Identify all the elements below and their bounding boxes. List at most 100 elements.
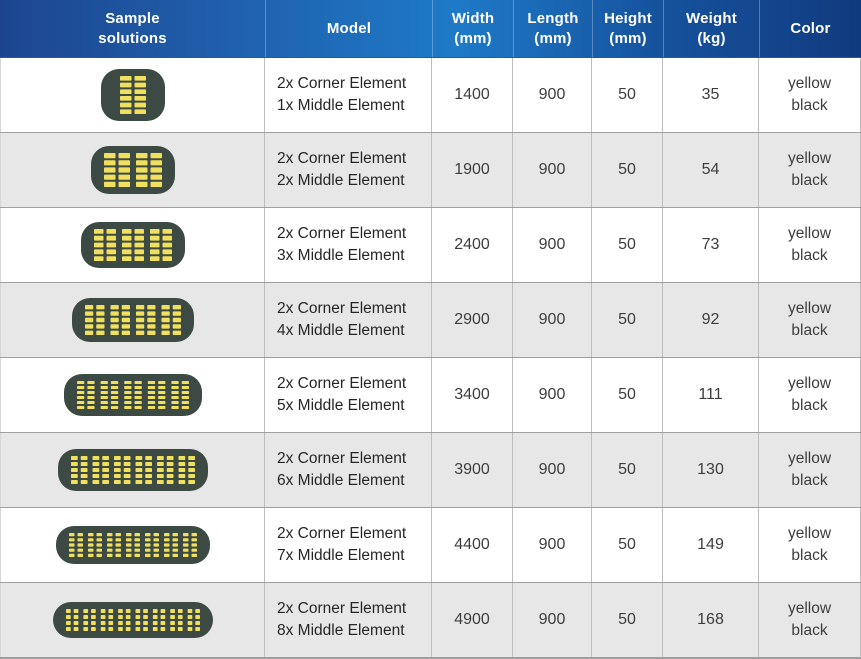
weight-cell: 168 bbox=[663, 583, 759, 657]
color-cell: yellow black bbox=[759, 58, 861, 132]
color-line-1: yellow bbox=[787, 525, 832, 543]
width-value: 1400 bbox=[454, 86, 490, 103]
column-header-line: Width bbox=[451, 10, 495, 27]
length-value: 900 bbox=[538, 536, 566, 553]
color-line-1: yellow bbox=[787, 600, 832, 618]
height-value: 50 bbox=[618, 386, 636, 403]
color-text: yellow black bbox=[788, 598, 831, 641]
modular-mat-top-view-icon bbox=[55, 526, 210, 564]
model-text: 2x Corner Element 1x Middle Element bbox=[277, 73, 406, 118]
sample-solution-cell bbox=[0, 358, 265, 432]
width-value: 2400 bbox=[454, 236, 490, 253]
width-value: 2900 bbox=[454, 311, 490, 328]
length-cell: 900 bbox=[513, 583, 592, 657]
model-line-1: 2x Corner Element bbox=[277, 599, 407, 617]
width-cell: 3400 bbox=[432, 358, 513, 432]
color-text: yellow black bbox=[788, 523, 831, 566]
sample-solution-cell bbox=[0, 208, 265, 282]
model-line-1: 2x Corner Element bbox=[277, 224, 407, 242]
weight-value: 92 bbox=[701, 311, 720, 328]
color-line-1: yellow bbox=[787, 450, 832, 468]
color-line-2: black bbox=[791, 247, 828, 264]
height-value: 50 bbox=[618, 311, 636, 328]
color-text: yellow black bbox=[788, 373, 831, 416]
height-value: 50 bbox=[618, 236, 636, 253]
length-cell: 900 bbox=[513, 208, 592, 282]
length-value: 900 bbox=[538, 386, 566, 403]
model-cell: 2x Corner Element 6x Middle Element bbox=[265, 433, 432, 507]
width-value: 4400 bbox=[454, 536, 490, 553]
color-cell: yellow black bbox=[759, 583, 861, 657]
height-cell: 50 bbox=[592, 358, 663, 432]
table-row: 2x Corner Element 3x Middle Element 2400… bbox=[0, 207, 861, 282]
model-line-2: 6x Middle Element bbox=[277, 472, 405, 489]
length-cell: 900 bbox=[513, 508, 592, 582]
column-header-line: Height bbox=[604, 10, 652, 27]
column-header-line: (mm) bbox=[534, 29, 572, 47]
length-cell: 900 bbox=[513, 133, 592, 207]
model-cell: 2x Corner Element 3x Middle Element bbox=[265, 208, 432, 282]
width-value: 3400 bbox=[454, 386, 490, 403]
weight-cell: 111 bbox=[663, 358, 759, 432]
table-row: 2x Corner Element 7x Middle Element 4400… bbox=[0, 507, 861, 582]
model-text: 2x Corner Element 5x Middle Element bbox=[277, 373, 406, 418]
width-cell: 2900 bbox=[432, 283, 513, 357]
height-value: 50 bbox=[618, 461, 636, 478]
width-cell: 4900 bbox=[432, 583, 513, 657]
color-line-2: black bbox=[791, 622, 828, 639]
model-line-2: 2x Middle Element bbox=[277, 172, 405, 189]
weight-cell: 149 bbox=[663, 508, 759, 582]
width-cell: 4400 bbox=[432, 508, 513, 582]
column-header-sample-solutions: Sample solutions bbox=[0, 0, 265, 57]
model-cell: 2x Corner Element 1x Middle Element bbox=[265, 58, 432, 132]
height-cell: 50 bbox=[592, 583, 663, 657]
column-header-line: Model bbox=[326, 19, 372, 37]
weight-value: 35 bbox=[701, 86, 720, 103]
table-row: 2x Corner Element 4x Middle Element 2900… bbox=[0, 282, 861, 357]
sample-solution-cell bbox=[0, 283, 265, 357]
model-cell: 2x Corner Element 7x Middle Element bbox=[265, 508, 432, 582]
model-text: 2x Corner Element 8x Middle Element bbox=[277, 598, 406, 643]
column-header-line: solutions bbox=[98, 29, 167, 47]
table-row: 2x Corner Element 5x Middle Element 3400… bbox=[0, 357, 861, 432]
model-text: 2x Corner Element 6x Middle Element bbox=[277, 448, 406, 493]
height-cell: 50 bbox=[592, 133, 663, 207]
weight-value: 54 bbox=[701, 161, 720, 178]
weight-value: 73 bbox=[701, 236, 720, 253]
model-cell: 2x Corner Element 4x Middle Element bbox=[265, 283, 432, 357]
column-header-height: Height (mm) bbox=[592, 0, 663, 57]
height-value: 50 bbox=[618, 611, 636, 628]
table-row: 2x Corner Element 8x Middle Element 4900… bbox=[0, 582, 861, 657]
color-line-2: black bbox=[791, 397, 828, 414]
model-cell: 2x Corner Element 5x Middle Element bbox=[265, 358, 432, 432]
column-header-line: Weight bbox=[686, 10, 737, 27]
table-row: 2x Corner Element 2x Middle Element 1900… bbox=[0, 132, 861, 207]
height-value: 50 bbox=[618, 536, 636, 553]
color-line-2: black bbox=[791, 547, 828, 564]
color-text: yellow black bbox=[788, 448, 831, 491]
column-header-color: Color bbox=[759, 0, 861, 57]
column-header-width: Width (mm) bbox=[432, 0, 513, 57]
color-cell: yellow black bbox=[759, 208, 861, 282]
color-line-1: yellow bbox=[787, 150, 832, 168]
model-line-1: 2x Corner Element bbox=[277, 149, 407, 167]
color-line-2: black bbox=[791, 472, 828, 489]
weight-cell: 35 bbox=[663, 58, 759, 132]
color-line-2: black bbox=[791, 322, 828, 339]
column-header-line: Length bbox=[527, 10, 579, 27]
weight-cell: 54 bbox=[663, 133, 759, 207]
column-header-line: Sample bbox=[105, 10, 160, 27]
modular-mat-top-view-icon bbox=[80, 222, 185, 268]
sample-solution-cell bbox=[0, 133, 265, 207]
modular-mat-top-view-icon bbox=[63, 374, 202, 416]
length-value: 900 bbox=[538, 611, 566, 628]
model-text: 2x Corner Element 4x Middle Element bbox=[277, 298, 406, 343]
length-cell: 900 bbox=[513, 58, 592, 132]
weight-value: 111 bbox=[698, 386, 723, 403]
color-text: yellow black bbox=[788, 298, 831, 341]
modular-mat-top-view-icon bbox=[90, 146, 175, 194]
width-cell: 2400 bbox=[432, 208, 513, 282]
sample-solution-cell bbox=[0, 583, 265, 657]
color-text: yellow black bbox=[788, 223, 831, 266]
